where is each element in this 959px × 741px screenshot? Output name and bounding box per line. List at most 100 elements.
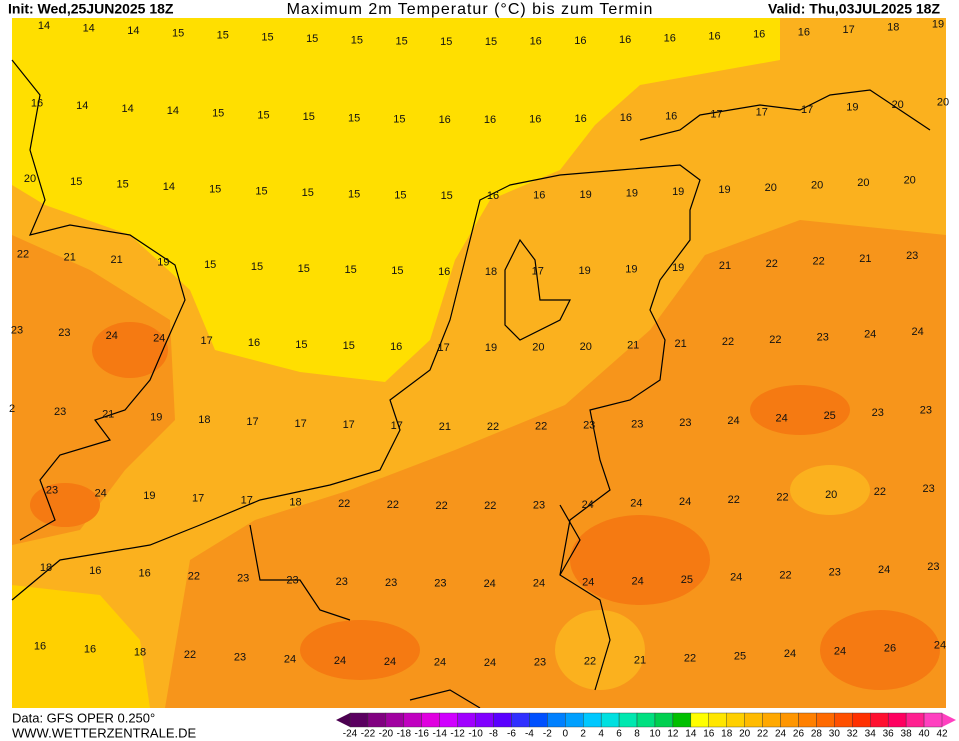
temperature-value: 20 xyxy=(892,99,904,111)
temperature-value: 19 xyxy=(579,189,591,201)
temperature-value: 24 xyxy=(434,657,446,669)
temperature-value: 20 xyxy=(580,341,592,353)
border xyxy=(249,89,931,709)
colorbar-box xyxy=(690,712,709,728)
temperature-value: 16 xyxy=(619,34,631,46)
temperature-value: 20 xyxy=(937,96,949,108)
temperature-value: 22 xyxy=(812,256,824,268)
temperature-value: 22 xyxy=(684,653,696,665)
colorbar-box xyxy=(583,712,602,728)
temperature-value: 25 xyxy=(681,574,693,586)
temperature-value: 24 xyxy=(934,640,946,652)
temperature-value: 23 xyxy=(679,417,691,429)
temperature-value: 23 xyxy=(46,484,58,496)
temperature-value: 14 xyxy=(121,103,133,115)
temperature-value: 19 xyxy=(932,19,944,31)
temperature-value: 15 xyxy=(351,34,363,46)
warm-zone-high xyxy=(12,235,175,545)
temperature-value: 15 xyxy=(306,33,318,45)
temperature-value: 18 xyxy=(289,497,301,509)
colorbar-box xyxy=(385,712,405,728)
colorbar-box xyxy=(816,712,835,728)
data-source: Data: GFS OPER 0.250° xyxy=(12,710,155,725)
temperature-value: 21 xyxy=(859,253,871,265)
temperature-value: 15 xyxy=(441,190,453,202)
colorbar-box xyxy=(618,712,638,728)
hot-spot xyxy=(820,610,940,690)
temperature-value: 23 xyxy=(817,331,829,343)
colorbar-box xyxy=(798,712,817,728)
temperature-value: 21 xyxy=(439,421,451,433)
temperature-value: 15 xyxy=(204,259,216,271)
temperature-value: 15 xyxy=(251,261,263,273)
temperature-value: 24 xyxy=(582,499,594,511)
temperature-value: 17 xyxy=(343,419,355,431)
temperature-value: 21 xyxy=(719,260,731,272)
colorbar-label: 8 xyxy=(634,729,640,740)
temperature-value: 24 xyxy=(106,330,118,342)
temperature-value: 23 xyxy=(58,327,70,339)
colorbar-box xyxy=(708,712,727,728)
temperature-value: 16 xyxy=(574,35,586,47)
temperature-value: 17 xyxy=(532,266,544,278)
colorbar-label: 26 xyxy=(793,729,805,740)
colorbar-label: 22 xyxy=(757,729,769,740)
coastline xyxy=(11,59,701,691)
colorbar-label: -4 xyxy=(525,729,534,740)
temperature-value: 19 xyxy=(157,257,169,269)
colorbar-box xyxy=(565,712,584,728)
hot-spot xyxy=(750,385,850,435)
colorbar-arrow xyxy=(336,713,350,727)
temperature-value: 23 xyxy=(11,324,23,336)
temperature-value: 22 xyxy=(484,500,496,512)
temperature-value: 16 xyxy=(34,641,46,653)
temperature-value: 19 xyxy=(672,186,684,198)
temperature-value: 24 xyxy=(878,564,890,576)
temperature-value: 22 xyxy=(487,421,499,433)
colorbar-box xyxy=(367,712,387,728)
temperature-value: 19 xyxy=(578,265,590,277)
temperature-value: 24 xyxy=(484,578,496,590)
temperature-value: 24 xyxy=(284,653,296,665)
temperature-value: 15 xyxy=(348,112,360,124)
temperature-value: 18 xyxy=(485,266,497,278)
temperature-value: 15 xyxy=(116,179,128,191)
temperature-value: 23 xyxy=(533,500,545,512)
colorbar-box xyxy=(511,712,530,728)
temperature-value: 17 xyxy=(241,495,253,507)
temperature-value: 16 xyxy=(664,32,676,44)
temperature-value: 17 xyxy=(710,109,722,121)
colorbar-box xyxy=(834,712,853,728)
warm-zone-low xyxy=(12,18,780,382)
colorbar-box xyxy=(636,712,656,728)
temperature-value: 21 xyxy=(110,254,122,266)
temperature-value: 20 xyxy=(765,182,777,194)
colorbar-label: 28 xyxy=(811,729,823,740)
temperature-value: 14 xyxy=(127,25,139,37)
temperature-value: 16 xyxy=(84,644,96,656)
colorbar-box xyxy=(547,712,566,728)
temperature-value: 23 xyxy=(54,406,66,418)
temperature-labels: 14 14 14 15 15 15 15 15 15 15 15 16 16 16 16 16 16 16 17 18… xyxy=(9,19,949,669)
temperature-value: 17 xyxy=(391,420,403,432)
temperature-value: 18 xyxy=(40,562,52,574)
temperature-value: 20 xyxy=(904,174,916,186)
title: Maximum 2m Temperatur (°C) bis zum Termi… xyxy=(287,1,654,18)
colorbar-label: -8 xyxy=(489,729,498,740)
temperature-value: 22 xyxy=(722,336,734,348)
temperature-value: 17 xyxy=(756,106,768,118)
temperature-value: 17 xyxy=(801,104,813,116)
colorbar-box xyxy=(762,712,781,728)
temperature-value: 15 xyxy=(70,176,82,188)
colorbar-label: 6 xyxy=(616,729,622,740)
temperature-value: 24 xyxy=(631,575,643,587)
temperature-value: 17 xyxy=(437,342,449,354)
temperature-value: 26 xyxy=(884,642,896,654)
colorbar-box xyxy=(726,712,745,728)
temperature-value: 15 xyxy=(298,263,310,275)
temperature-value: 16 xyxy=(753,29,765,41)
temperature-value: 23 xyxy=(434,578,446,590)
temperature-value: 15 xyxy=(303,111,315,123)
warm-zone-low xyxy=(12,585,150,708)
colorbar-box xyxy=(672,712,692,728)
